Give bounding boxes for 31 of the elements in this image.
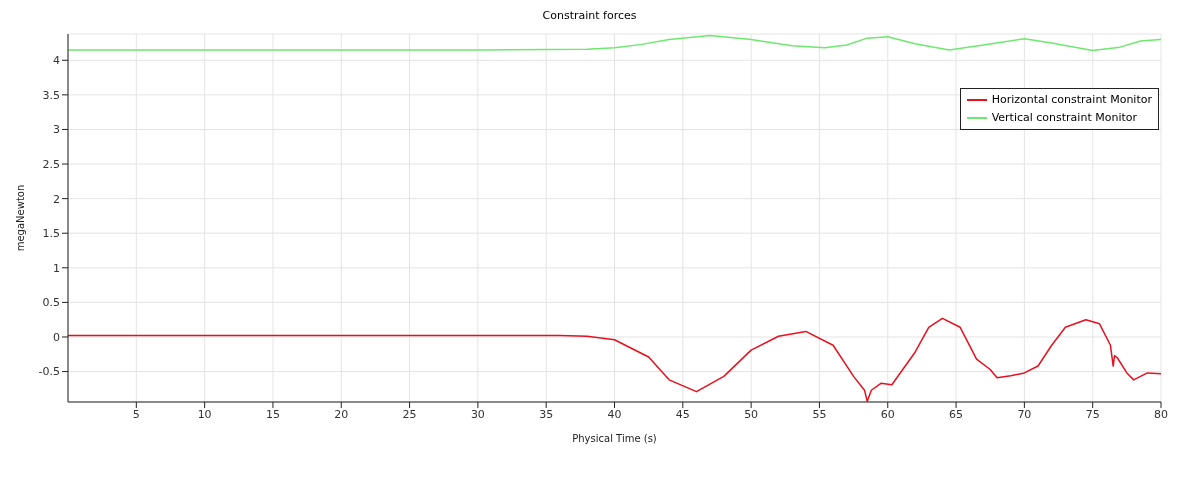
x-tick-label: 45 <box>675 407 690 421</box>
x-tick-label: 55 <box>812 407 827 421</box>
y-tick-label: 2.5 <box>42 157 60 171</box>
x-tick-label: 5 <box>132 407 140 421</box>
x-tick-label: 20 <box>334 407 349 421</box>
x-tick-label: 70 <box>1017 407 1032 421</box>
x-tick-label: 25 <box>402 407 417 421</box>
x-tick-label: 80 <box>1154 407 1168 421</box>
y-tick-label: 3.5 <box>42 88 60 102</box>
y-tick-label: 1.5 <box>42 227 60 241</box>
y-tick-label: 0.5 <box>42 296 60 310</box>
y-tick-label: 1 <box>53 261 60 275</box>
y-tick-label: 3 <box>53 123 60 137</box>
y-tick-label: 4 <box>53 54 60 68</box>
x-axis-title: Physical Time (s) <box>572 433 657 444</box>
x-tick-label: 60 <box>880 407 895 421</box>
y-tick-label: 0 <box>53 330 60 344</box>
x-tick-label: 30 <box>470 407 485 421</box>
y-tick-label: 2 <box>53 192 60 206</box>
x-tick-label: 35 <box>539 407 554 421</box>
x-tick-label: 65 <box>949 407 964 421</box>
x-tick-label: 15 <box>265 407 280 421</box>
legend-label: Horizontal constraint Monitor <box>991 92 1152 108</box>
y-tick-label: -0.5 <box>38 365 60 379</box>
x-tick-label: 10 <box>197 407 212 421</box>
y-axis-title: megaNewton <box>14 184 26 252</box>
x-tick-label: 75 <box>1085 407 1100 421</box>
x-tick-label: 50 <box>744 407 759 421</box>
chart-title: Constraint forces <box>541 8 638 24</box>
x-tick-label: 40 <box>607 407 622 421</box>
legend-label: Vertical constraint Monitor <box>991 110 1138 126</box>
